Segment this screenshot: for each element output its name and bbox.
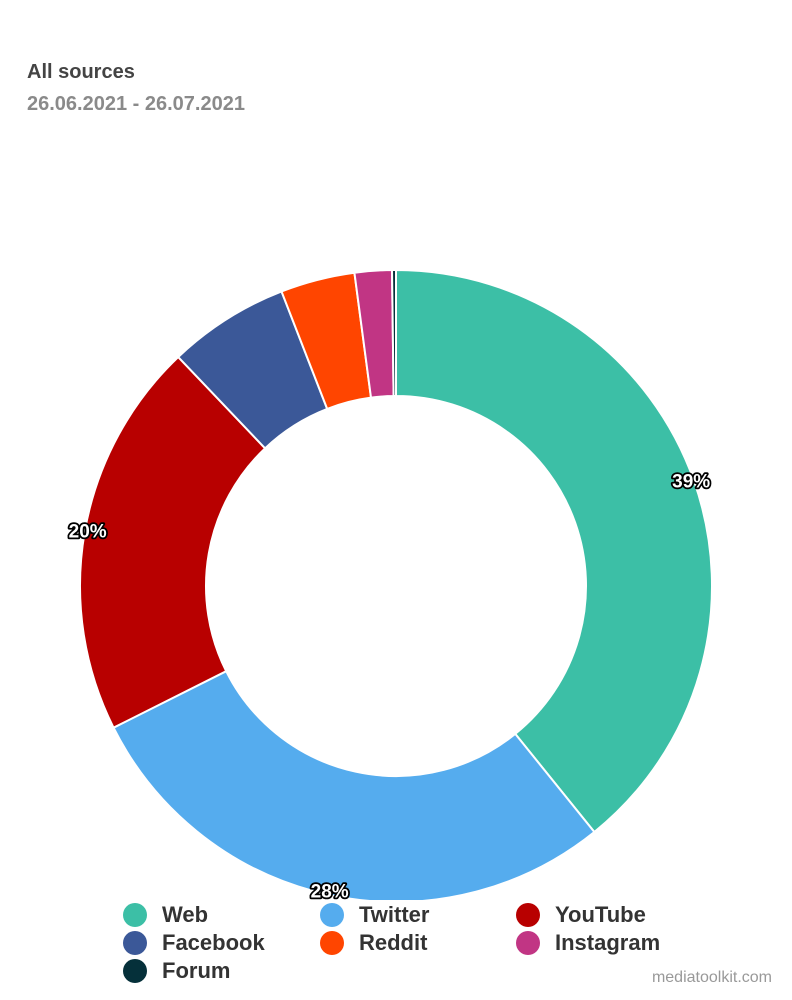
data-label-web: 39%	[672, 471, 710, 492]
legend-swatch	[123, 903, 147, 927]
legend-item-instagram[interactable]: Instagram	[516, 929, 660, 957]
slice-forum[interactable]	[391, 268, 397, 398]
legend-label: Web	[162, 902, 209, 927]
slice-web[interactable]	[395, 268, 713, 834]
legend-label: Reddit	[359, 930, 428, 955]
slice-twitter[interactable]	[112, 669, 596, 900]
data-label-youtube: 20%	[69, 522, 107, 543]
legend-swatch	[320, 931, 344, 955]
legend-swatch	[320, 903, 344, 927]
legend-swatch	[516, 931, 540, 955]
slice-youtube[interactable]	[79, 355, 267, 730]
legend-label: Twitter	[359, 902, 430, 927]
legend-item-youtube[interactable]: YouTube	[516, 901, 646, 929]
legend-label: Forum	[162, 958, 231, 983]
legend-item-web[interactable]: Web	[123, 901, 208, 929]
donut-slices	[79, 268, 713, 900]
legend-swatch	[516, 903, 540, 927]
legend-item-facebook[interactable]: Facebook	[123, 929, 265, 957]
legend-swatch	[123, 931, 147, 955]
chart-title: All sources	[27, 61, 135, 83]
credit-text: mediatoolkit.com	[651, 969, 772, 986]
legend-item-twitter[interactable]: Twitter	[320, 901, 429, 929]
legend-label: Facebook	[162, 930, 265, 955]
legend-label: Instagram	[555, 930, 661, 955]
slice-labels: 39% 28% 20%	[67, 470, 712, 900]
legend-label: YouTube	[555, 902, 646, 927]
legend-swatch	[123, 959, 147, 983]
legend-item-reddit[interactable]: Reddit	[320, 929, 427, 957]
donut-chart: 39% 28% 20%	[67, 268, 713, 900]
data-label-twitter: 28%	[311, 881, 349, 900]
legend-item-forum[interactable]: Forum	[123, 957, 230, 985]
chart-date-range: 26.06.2021 - 26.07.2021	[27, 93, 245, 115]
